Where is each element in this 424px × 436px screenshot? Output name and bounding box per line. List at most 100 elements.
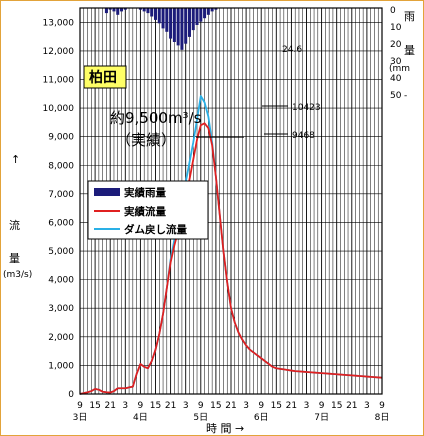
x-hour-label: 9 (77, 401, 83, 411)
rain-bar (169, 8, 173, 39)
flow-axis-unit: (m3/s) (3, 270, 32, 280)
rain-bar (172, 8, 176, 42)
x-day-label: 6日 (254, 412, 269, 423)
peak-restored-label: 10423 (292, 103, 321, 113)
x-hour-label: 15 (331, 401, 342, 411)
rain-bar (150, 8, 154, 17)
rain-bar (195, 8, 199, 25)
legend-rain-swatch (94, 188, 120, 196)
rain-bar (214, 8, 218, 10)
x-hour-label: 3 (304, 401, 310, 411)
flow-axis-arrow: ↑ (11, 153, 20, 166)
rain-bar (176, 8, 180, 46)
y-tick-label: 6,000 (48, 218, 74, 228)
rain-tick-label: 40 (390, 74, 402, 84)
x-hour-label: 21 (104, 401, 115, 411)
series-lines (79, 95, 383, 395)
rain-bar (157, 8, 161, 24)
x-hour-label: 9 (319, 401, 325, 411)
x-hour-label: 15 (210, 401, 221, 411)
rain-bar (142, 8, 146, 12)
x-hour-label: 21 (286, 401, 297, 411)
rain-bar (161, 8, 165, 29)
x-day-label: 8日 (375, 412, 390, 423)
x-hour-label: 3 (243, 401, 249, 411)
rain-bar (165, 8, 169, 32)
x-hour-label: 15 (150, 401, 161, 411)
rain-bar (116, 8, 120, 15)
rain-bar (123, 8, 127, 10)
rain-tick-label: 10 (390, 23, 402, 33)
annotation-main: 約9,500m³/s (110, 109, 202, 127)
x-hour-label: 9 (198, 401, 204, 411)
rain-bar (112, 8, 116, 12)
y-tick-label: 8,000 (48, 161, 74, 171)
rain-bar (206, 8, 210, 15)
x-day-label: 4日 (133, 412, 148, 423)
rain-tick-label: 30 (390, 57, 402, 67)
y-tick-label: 4,000 (48, 276, 74, 286)
rain-bars (104, 8, 218, 50)
x-hour-label: 3 (122, 401, 128, 411)
rain-bar (184, 8, 188, 44)
x-day-label: 7日 (314, 412, 329, 423)
rain-bar (108, 8, 112, 10)
rain-bar (104, 8, 108, 14)
x-hour-label: 9 (379, 401, 385, 411)
x-hour-label: 3 (183, 401, 189, 411)
rain-max-label: 24.6 (282, 45, 302, 55)
rain-tick-label: 0 (390, 6, 396, 16)
rain-bar (146, 8, 150, 14)
station-label: 柏田 (89, 69, 117, 86)
rain-bar (210, 8, 214, 12)
rain-axis-char-2: 量 (404, 44, 415, 57)
x-day-label: 5日 (193, 412, 208, 423)
flow-axis-char-1: 流 (9, 218, 20, 232)
plot-border (79, 7, 383, 395)
x-hour-label: 3 (364, 401, 370, 411)
x-hour-label: 21 (165, 401, 176, 411)
annotation-sub: （実績） (116, 131, 176, 149)
x-hour-label: 9 (138, 401, 144, 411)
flow-axis-char-2: 量 (9, 252, 20, 265)
rain-bar (138, 8, 142, 10)
x-hour-label: 15 (89, 401, 100, 411)
peak-observed-label: 9468 (292, 131, 315, 141)
rain-bar (120, 8, 124, 12)
x-axis-title: 時 間 → (206, 422, 244, 435)
y-tick-label: 1,000 (48, 361, 74, 371)
x-day-label: 3日 (73, 412, 88, 423)
station-label-box (83, 65, 127, 89)
rain-axis-unit-tail: - (404, 91, 407, 101)
y-tick-label: 7,000 (48, 190, 74, 200)
legend-restored-label: ダム戻し流量 (124, 223, 187, 236)
rain-bar (199, 8, 203, 22)
legend-rain-label: 実績雨量 (124, 186, 166, 199)
y-tick-label: 0 (68, 390, 74, 400)
rain-tick-label: 50 (390, 91, 402, 101)
legend-observed-label: 実績流量 (124, 205, 166, 218)
y-tick-label: 3,000 (48, 304, 74, 314)
observed-flow-line (79, 122, 383, 395)
rain-bar (153, 8, 158, 20)
x-hour-label: 9 (258, 401, 264, 411)
axes: 0 1,000 2,000 3,000 4,000 5,000 6,000 7,000 8,00… (43, 6, 402, 423)
rain-axis-unit: (mm (389, 64, 410, 74)
y-tick-label: 11,000 (43, 75, 75, 85)
x-hour-label: 21 (346, 401, 357, 411)
rain-bar (203, 8, 207, 19)
y-tick-label: 10,000 (43, 104, 75, 114)
y-tick-label: 2,000 (48, 333, 74, 343)
y-tick-label: 9,000 (48, 133, 74, 143)
rain-bar (180, 8, 184, 50)
x-hour-label: 15 (271, 401, 282, 411)
x-hour-label: 21 (225, 401, 236, 411)
rain-bar (187, 8, 191, 37)
y-tick-label: 12,000 (43, 47, 75, 57)
y-tick-label: 5,000 (48, 247, 74, 257)
rain-axis-char-1: 雨 (404, 10, 415, 23)
rain-bar (191, 8, 195, 31)
rain-tick-label: 20 (390, 40, 402, 50)
y-tick-label: 13,000 (43, 18, 75, 28)
